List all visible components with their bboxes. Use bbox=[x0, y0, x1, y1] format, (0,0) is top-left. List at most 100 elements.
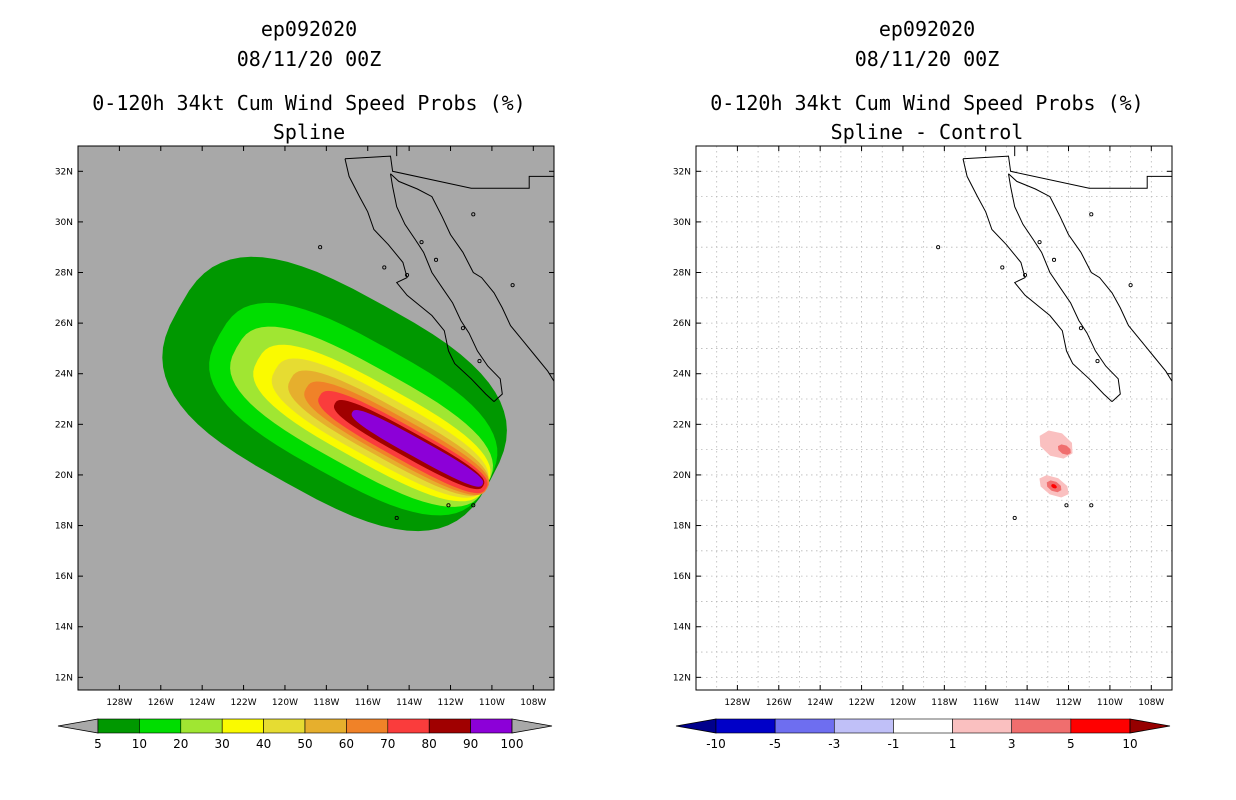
difference-blob bbox=[1057, 444, 1071, 455]
left-colorbar-swatch bbox=[180, 718, 223, 734]
left-contour-fills bbox=[162, 256, 507, 532]
left-island bbox=[433, 257, 439, 262]
right-y-tick-label: 30N bbox=[673, 218, 691, 228]
right-colorbar-label: -5 bbox=[769, 737, 781, 751]
left-panel: ep092020 08/11/20 00Z 0-120h 34kt Cum Wi… bbox=[55, 17, 555, 751]
right-colorbar-label: 3 bbox=[1008, 737, 1016, 751]
right-island bbox=[1023, 272, 1028, 278]
right-island bbox=[1078, 326, 1083, 331]
right-colorbar-swatch bbox=[893, 718, 953, 734]
right-x-tick-label: 112W bbox=[1055, 698, 1081, 708]
left-probability-map: 128W 126W 124W 122W 120W 118W 116W 114W 112W 110W… bbox=[55, 145, 555, 751]
left-y-tick-label: 26N bbox=[55, 319, 73, 329]
right-difference-map: 128W 126W 124W 122W 120W 118W 116W 114W 112W 110W… bbox=[673, 145, 1173, 751]
left-x-tick-label: 114W bbox=[396, 698, 422, 708]
left-colorbar-label: 30 bbox=[215, 737, 230, 751]
left-colorbar-swatch bbox=[346, 718, 389, 734]
right-island bbox=[1000, 265, 1005, 270]
left-us-mexico-border bbox=[344, 155, 554, 189]
right-colorbar-label: -1 bbox=[887, 737, 899, 751]
left-plot-frame bbox=[77, 145, 555, 691]
left-colorbar-high-arrow bbox=[511, 718, 553, 734]
left-island bbox=[510, 283, 515, 288]
left-island bbox=[405, 272, 410, 278]
left-colorbar-swatch bbox=[304, 718, 347, 734]
right-y-tick-label: 32N bbox=[673, 167, 691, 177]
left-colorbar-label: 50 bbox=[297, 737, 312, 751]
left-island bbox=[318, 245, 323, 250]
right-island bbox=[1064, 503, 1069, 508]
right-colorbar-swatch bbox=[774, 718, 835, 734]
right-island bbox=[1089, 503, 1094, 508]
right-y-tick-label: 12N bbox=[673, 673, 691, 683]
left-y-tick-label: 20N bbox=[55, 471, 73, 481]
right-y-tick-label: 18N bbox=[673, 522, 691, 532]
right-island bbox=[1095, 359, 1100, 364]
right-storm-id: ep092020 bbox=[878, 17, 976, 41]
left-colorbar-label: 20 bbox=[173, 737, 188, 751]
left-coastlines bbox=[318, 146, 554, 520]
left-x-tick-label: 110W bbox=[479, 698, 505, 708]
left-y-tick-label: 18N bbox=[55, 522, 73, 532]
left-colorbar-swatch bbox=[387, 718, 430, 734]
left-baja-east-coast bbox=[390, 173, 503, 402]
left-baja-west-coast bbox=[344, 158, 495, 402]
left-y-tick-label: 32N bbox=[55, 167, 73, 177]
left-mainland-coast bbox=[390, 173, 554, 382]
right-island bbox=[1037, 240, 1042, 245]
left-colorbar-swatch bbox=[263, 718, 306, 734]
left-colorbar-label: 10 bbox=[132, 737, 147, 751]
right-baja-east-coast bbox=[1008, 173, 1121, 402]
right-y-tick-label: 28N bbox=[673, 269, 691, 279]
right-colorbar-swatch bbox=[952, 718, 1013, 734]
right-colorbar-swatch bbox=[833, 718, 894, 734]
left-colorbar-label: 70 bbox=[380, 737, 395, 751]
right-plot-frame bbox=[695, 145, 1173, 691]
left-colorbar-label: 60 bbox=[339, 737, 354, 751]
right-colorbar-label: -3 bbox=[828, 737, 840, 751]
right-colorbar-swatch bbox=[1011, 718, 1072, 734]
left-island bbox=[471, 503, 476, 508]
left-x-tick-label: 126W bbox=[148, 698, 174, 708]
left-x-tick-label: 118W bbox=[313, 698, 339, 708]
left-init-time: 08/11/20 00Z bbox=[236, 47, 382, 71]
left-island bbox=[477, 359, 482, 364]
right-chart-title: 0-120h 34kt Cum Wind Speed Probs (%) bbox=[710, 91, 1144, 115]
left-storm-id: ep092020 bbox=[260, 17, 358, 41]
right-colorbar-low-arrow bbox=[675, 718, 717, 734]
left-island bbox=[382, 265, 387, 270]
right-coastlines bbox=[936, 146, 1172, 520]
left-colorbar-swatch bbox=[428, 718, 471, 734]
left-chart-subtitle: Spline bbox=[272, 120, 346, 144]
right-island bbox=[1128, 283, 1133, 288]
contour-90-percent bbox=[351, 410, 484, 487]
left-island bbox=[394, 515, 399, 520]
right-x-tick-label: 116W bbox=[973, 698, 999, 708]
left-colorbar-low-arrow bbox=[57, 718, 99, 734]
left-x-tick-label: 128W bbox=[106, 698, 132, 708]
right-x-tick-label: 120W bbox=[890, 698, 916, 708]
difference-blob bbox=[1051, 484, 1057, 489]
left-colorbar-label: 80 bbox=[422, 737, 437, 751]
left-x-tick-label: 108W bbox=[520, 698, 546, 708]
right-mainland-coast bbox=[1008, 173, 1172, 382]
right-x-tick-label: 108W bbox=[1138, 698, 1164, 708]
right-x-tick-label: 122W bbox=[849, 698, 875, 708]
left-colorbar-label: 100 bbox=[501, 737, 524, 751]
right-y-tick-label: 20N bbox=[673, 471, 691, 481]
right-difference-fills bbox=[1039, 430, 1073, 498]
left-colorbar-swatch bbox=[470, 718, 513, 734]
left-x-tick-label: 124W bbox=[189, 698, 215, 708]
right-x-tick-label: 114W bbox=[1014, 698, 1040, 708]
right-colorbar-label: 5 bbox=[1067, 737, 1075, 751]
right-x-tick-label: 126W bbox=[766, 698, 792, 708]
right-island bbox=[1051, 257, 1057, 262]
right-panel: ep092020 08/11/20 00Z 0-120h 34kt Cum Wi… bbox=[618, 0, 1236, 800]
left-colorbar-swatch bbox=[221, 718, 264, 734]
right-colorbar-label: -10 bbox=[706, 737, 726, 751]
right-x-tick-label: 124W bbox=[807, 698, 833, 708]
right-y-tick-label: 24N bbox=[673, 370, 691, 380]
left-y-tick-label: 28N bbox=[55, 269, 73, 279]
right-colorbar-label: 1 bbox=[949, 737, 957, 751]
left-y-tick-label: 16N bbox=[55, 572, 73, 582]
